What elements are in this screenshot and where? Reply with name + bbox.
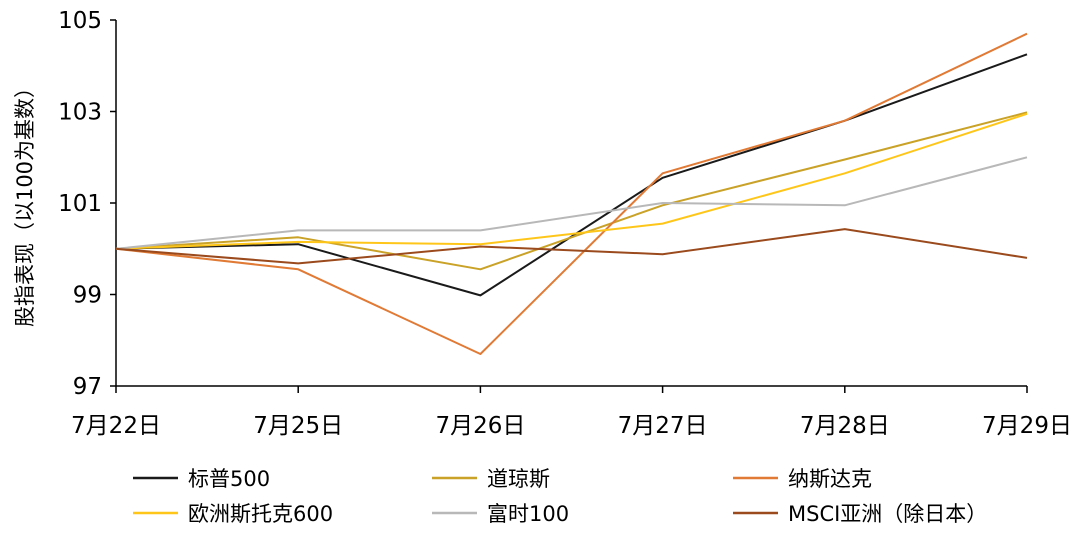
y-tick-label: 101 [58,191,102,217]
axes: 97 99 101 103 105 7月22日 7月25日 7月26日 7月27日 7月28日 7月… [58,8,1072,439]
y-tick-label: 99 [73,283,102,309]
legend-label: MSCI亚洲（除日本） [788,502,987,526]
legend-label: 欧洲斯托克600 [188,502,333,526]
legend-label: 富时100 [487,502,569,526]
x-tick-label: 7月22日 [71,413,161,439]
x-tick-label: 7月25日 [253,413,343,439]
y-axis-title: 股指表现（以100为基数） [13,77,37,327]
x-tick-label: 7月26日 [435,413,525,439]
y-tick-label: 97 [73,374,102,400]
legend-label: 标普500 [188,467,270,491]
y-tick-label: 105 [58,8,102,34]
series-lines [115,32,1028,355]
y-tick-label: 103 [58,100,102,126]
x-tick-label: 7月28日 [800,413,890,439]
series-line-5 [115,228,1028,265]
legend-label: 纳斯达克 [788,467,872,491]
series-line-4 [115,156,1028,250]
legend-label: 道琼斯 [487,467,550,491]
series-line-3 [115,112,1028,250]
x-tick-label: 7月29日 [982,413,1072,439]
x-tick-label: 7月27日 [618,413,708,439]
series-line-2 [115,32,1028,355]
series-line-1 [115,111,1028,271]
